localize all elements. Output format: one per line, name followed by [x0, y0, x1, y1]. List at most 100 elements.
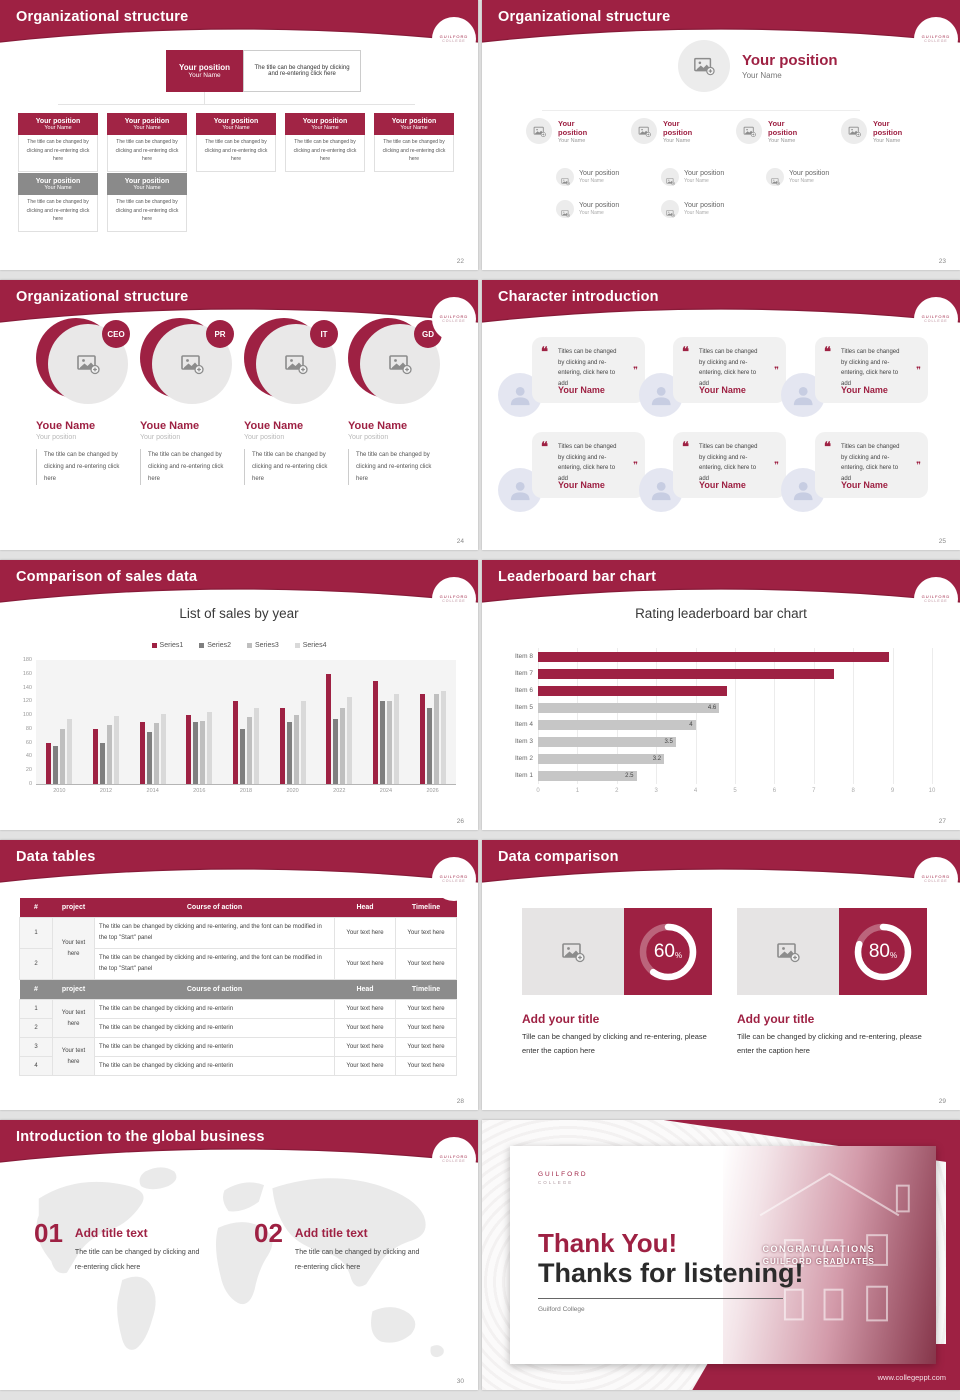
org-level2-node[interactable]: Your position Your Name [631, 118, 703, 144]
bar[interactable] [538, 651, 889, 662]
bar-group [326, 660, 353, 784]
bar[interactable]: 4 [538, 719, 696, 730]
photo-placeholder[interactable] [256, 324, 336, 404]
global-item-02[interactable]: 02 Add title text The title can be chang… [254, 1220, 430, 1275]
quote-card[interactable]: ❝ Titles can be changed by clicking and r… [639, 337, 786, 417]
bar[interactable] [386, 701, 392, 784]
bar[interactable] [67, 718, 73, 784]
bar[interactable] [300, 701, 306, 784]
quote-card[interactable]: ❝ Titles can be changed by clicking and r… [639, 432, 786, 512]
bar[interactable] [99, 742, 105, 784]
bar[interactable] [207, 711, 213, 784]
bar[interactable] [393, 694, 399, 784]
bar[interactable] [232, 701, 238, 784]
photo-placeholder[interactable] [522, 908, 624, 995]
table-row[interactable]: 2 The title can be changed by clicking an… [19, 948, 457, 980]
bar[interactable] [279, 708, 285, 784]
bar[interactable] [53, 746, 59, 784]
member-card-gd[interactable]: GD Youe Name Your position The title can… [348, 318, 444, 485]
slide-25-character-introduction[interactable]: Character introduction GUILFORD COLLEGE … [482, 280, 960, 550]
slide-30-global-business[interactable]: Introduction to the global business GUIL… [0, 1120, 478, 1390]
bar[interactable] [286, 722, 292, 784]
org-level3-node[interactable]: Your position Your Name [661, 168, 726, 186]
bar[interactable] [253, 708, 259, 784]
bar[interactable] [193, 722, 199, 784]
bar[interactable]: 2.5 [538, 770, 637, 781]
org-child-box[interactable]: Your position Your Name The title can be… [107, 173, 187, 232]
slide-22-organizational-structure[interactable]: Organizational structure GUILFORD COLLEG… [0, 0, 478, 270]
bar[interactable] [379, 701, 385, 784]
bar[interactable] [92, 728, 98, 784]
bar[interactable] [200, 720, 206, 784]
slide-26-comparison-of-sales-data[interactable]: Comparison of sales data GUILFORD COLLEG… [0, 560, 478, 830]
bar[interactable] [106, 724, 112, 784]
org-level3-node[interactable]: Your position Your Name [766, 168, 831, 186]
bar[interactable] [333, 718, 339, 784]
org-child-box[interactable]: Your position Your Name The title can be… [285, 113, 365, 172]
bar[interactable] [538, 668, 834, 679]
bar[interactable] [139, 722, 145, 784]
bar[interactable] [293, 715, 299, 784]
org-root-node[interactable]: Your position Your Name [678, 40, 838, 92]
slide-24-organizational-structure[interactable]: Organizational structure GUILFORD COLLEG… [0, 280, 478, 550]
org-root-caption[interactable]: The title can be changed by clicking and… [243, 50, 361, 92]
bar[interactable] [160, 713, 166, 784]
photo-placeholder[interactable] [678, 40, 730, 92]
member-caption: The title can be changed by clicking and… [244, 449, 340, 485]
bar[interactable] [426, 708, 432, 784]
org-level3-node[interactable]: Your position Your Name [661, 200, 726, 218]
table-row[interactable]: 4 The title can be changed by clicking an… [19, 1056, 457, 1076]
member-card-it[interactable]: IT Youe Name Your position The title can… [244, 318, 340, 485]
bar[interactable] [419, 694, 425, 784]
org-child-box[interactable]: Your position Your Name The title can be… [107, 113, 187, 172]
table-row[interactable]: 3 Your text here The title can be changed … [19, 1037, 457, 1076]
bar[interactable] [326, 673, 332, 784]
bar[interactable] [60, 728, 66, 784]
bar[interactable] [186, 715, 192, 784]
table-row[interactable]: 1 Your text here The title can be changed … [19, 999, 457, 1038]
org-child-box[interactable]: Your position Your Name The title can be… [18, 113, 98, 172]
slide-28-data-tables[interactable]: Data tables GUILFORD COLLEGE # project C… [0, 840, 478, 1110]
org-child-box[interactable]: Your position Your Name The title can be… [196, 113, 276, 172]
slide-23-organizational-structure[interactable]: Organizational structure GUILFORD COLLEG… [482, 0, 960, 270]
bar[interactable] [433, 694, 439, 784]
bar[interactable] [146, 732, 152, 784]
bar[interactable]: 3.2 [538, 753, 665, 764]
org-child-box[interactable]: Your position Your Name The title can be… [18, 173, 98, 232]
bar[interactable] [239, 728, 245, 784]
bar[interactable]: 3.5 [538, 736, 676, 747]
open-quote-icon: ❝ [682, 344, 689, 359]
data-table-primary[interactable]: # project Course of action Head Timeline… [19, 898, 457, 980]
data-table-secondary[interactable]: # project Course of action Head Timeline… [19, 980, 457, 1076]
bar[interactable] [440, 691, 446, 784]
quote-card[interactable]: ❝ Titles can be changed by clicking and r… [781, 432, 928, 512]
bar[interactable] [347, 696, 353, 784]
bar[interactable] [113, 715, 119, 784]
member-card-pr[interactable]: PR Youe Name Your position The title can… [140, 318, 236, 485]
photo-placeholder[interactable] [737, 908, 839, 995]
bar[interactable] [372, 680, 378, 784]
college-name-footer: Guilford College [538, 1306, 585, 1313]
bar[interactable]: 4.6 [538, 702, 720, 713]
bar[interactable] [246, 717, 252, 784]
bar[interactable] [340, 708, 346, 784]
org-root-box[interactable]: Your position Your Name [166, 50, 243, 92]
quote-card[interactable]: ❝ Titles can be changed by clicking and r… [498, 432, 645, 512]
quote-card[interactable]: ❝ Titles can be changed by clicking and r… [498, 337, 645, 417]
quote-card[interactable]: ❝ Titles can be changed by clicking and r… [781, 337, 928, 417]
slide-27-leaderboard-bar-chart[interactable]: Leaderboard bar chart GUILFORD COLLEGE R… [482, 560, 960, 830]
org-level2-node[interactable]: Your position Your Name [526, 118, 598, 144]
global-item-01[interactable]: 01 Add title text The title can be chang… [34, 1220, 210, 1275]
slide-29-data-comparison[interactable]: Data comparison GUILFORD COLLEGE 60 % Ad… [482, 840, 960, 1110]
bar[interactable] [153, 723, 159, 784]
org-level2-node[interactable]: Your position Your Name [841, 118, 913, 144]
slide-thank-you[interactable]: www.collegeppt.com CONGRATULATIONS GUILF… [482, 1120, 960, 1390]
org-child-box[interactable]: Your position Your Name The title can be… [374, 113, 454, 172]
bar[interactable] [46, 742, 52, 784]
org-level3-node[interactable]: Your position Your Name [556, 168, 621, 186]
org-level3-node[interactable]: Your position Your Name [556, 200, 621, 218]
member-card-ceo[interactable]: CEO Youe Name Your position The title ca… [36, 318, 132, 485]
bar[interactable] [538, 685, 728, 696]
org-level2-node[interactable]: Your position Your Name [736, 118, 808, 144]
table-row[interactable]: 1 Your text here The title can be changed … [19, 917, 457, 980]
